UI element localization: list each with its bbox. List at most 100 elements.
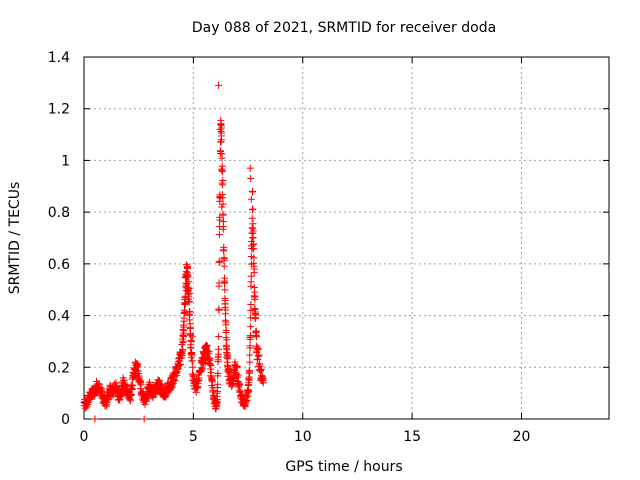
data-point <box>187 337 195 345</box>
data-point <box>223 336 231 344</box>
y-tick-label: 1.4 <box>48 50 70 66</box>
data-point <box>220 262 228 270</box>
data-point <box>185 290 193 298</box>
data-point <box>98 385 106 393</box>
data-point <box>91 415 99 423</box>
data-point <box>257 365 265 373</box>
data-point <box>186 308 194 316</box>
data-point <box>251 293 259 301</box>
data-point <box>246 366 254 374</box>
data-point <box>247 323 255 331</box>
data-point <box>222 306 230 314</box>
x-tick-label: 20 <box>513 429 531 445</box>
x-tick-label: 15 <box>403 429 421 445</box>
data-point <box>218 154 226 162</box>
data-point <box>176 360 184 368</box>
data-point <box>249 220 257 228</box>
data-point <box>215 230 223 238</box>
data-point <box>181 300 189 308</box>
data-points <box>80 81 267 423</box>
data-point <box>250 245 258 253</box>
data-point <box>127 390 135 398</box>
data-point <box>183 279 191 287</box>
data-point <box>223 343 231 351</box>
data-point <box>188 332 196 340</box>
data-point <box>221 286 229 294</box>
data-point <box>243 397 251 405</box>
data-point <box>140 415 148 423</box>
data-point <box>154 376 162 384</box>
data-point <box>250 254 258 262</box>
data-point <box>134 361 142 369</box>
data-point <box>222 326 230 334</box>
data-point <box>187 343 195 351</box>
data-point <box>255 351 263 359</box>
data-point <box>259 379 267 387</box>
data-point <box>234 371 242 379</box>
data-point <box>220 254 228 262</box>
data-point <box>219 218 227 226</box>
data-point <box>208 378 216 386</box>
data-point <box>207 362 215 370</box>
data-point <box>183 262 191 270</box>
data-point <box>192 388 200 396</box>
data-point <box>249 188 257 196</box>
data-point <box>184 286 192 294</box>
y-tick-label: 0.6 <box>48 257 70 273</box>
data-point <box>252 314 260 322</box>
plot-frame <box>83 56 610 420</box>
data-point <box>219 168 227 176</box>
data-point <box>247 195 255 203</box>
data-point <box>162 392 170 400</box>
data-point <box>214 380 222 388</box>
data-point <box>254 345 262 353</box>
data-point <box>246 358 254 366</box>
x-axis-label: GPS time / hours <box>285 459 402 475</box>
data-point <box>180 323 188 331</box>
chart-title: Day 088 of 2021, SRMTID for receiver dod… <box>192 20 496 36</box>
data-point <box>254 355 262 363</box>
data-point <box>168 381 176 389</box>
data-point <box>221 297 229 305</box>
data-point <box>185 297 193 305</box>
data-point <box>197 366 205 374</box>
data-point <box>218 203 226 211</box>
data-point <box>246 164 254 172</box>
data-point <box>247 272 255 280</box>
y-tick-label: 0.8 <box>48 205 70 221</box>
data-point <box>127 391 135 399</box>
data-point <box>182 268 190 276</box>
data-point <box>219 194 227 202</box>
data-point <box>236 381 244 389</box>
data-point <box>185 278 193 286</box>
data-point <box>215 345 223 353</box>
y-tick-label: 0.2 <box>48 360 70 376</box>
data-point <box>179 347 187 355</box>
data-point <box>195 374 203 382</box>
data-point <box>203 345 210 353</box>
data-point <box>247 306 255 314</box>
data-point <box>245 387 253 395</box>
x-tick-label: 10 <box>294 429 312 445</box>
data-point <box>143 394 151 402</box>
data-point <box>122 382 130 390</box>
data-point <box>249 205 257 213</box>
data-point <box>247 175 255 183</box>
data-point <box>129 381 137 389</box>
y-tick-label: 1 <box>61 153 70 169</box>
data-point <box>215 305 223 313</box>
grid-layer <box>84 57 609 419</box>
data-point <box>217 136 225 144</box>
data-point <box>188 351 196 359</box>
data-point <box>246 342 254 350</box>
y-tick-label: 0.4 <box>48 309 70 325</box>
data-point <box>252 333 260 341</box>
data-point <box>216 125 224 133</box>
data-point <box>219 176 227 184</box>
data-point <box>184 273 192 281</box>
data-point <box>247 301 255 309</box>
data-point <box>180 317 188 325</box>
data-point <box>214 369 222 377</box>
x-tick-label: 5 <box>189 429 198 445</box>
